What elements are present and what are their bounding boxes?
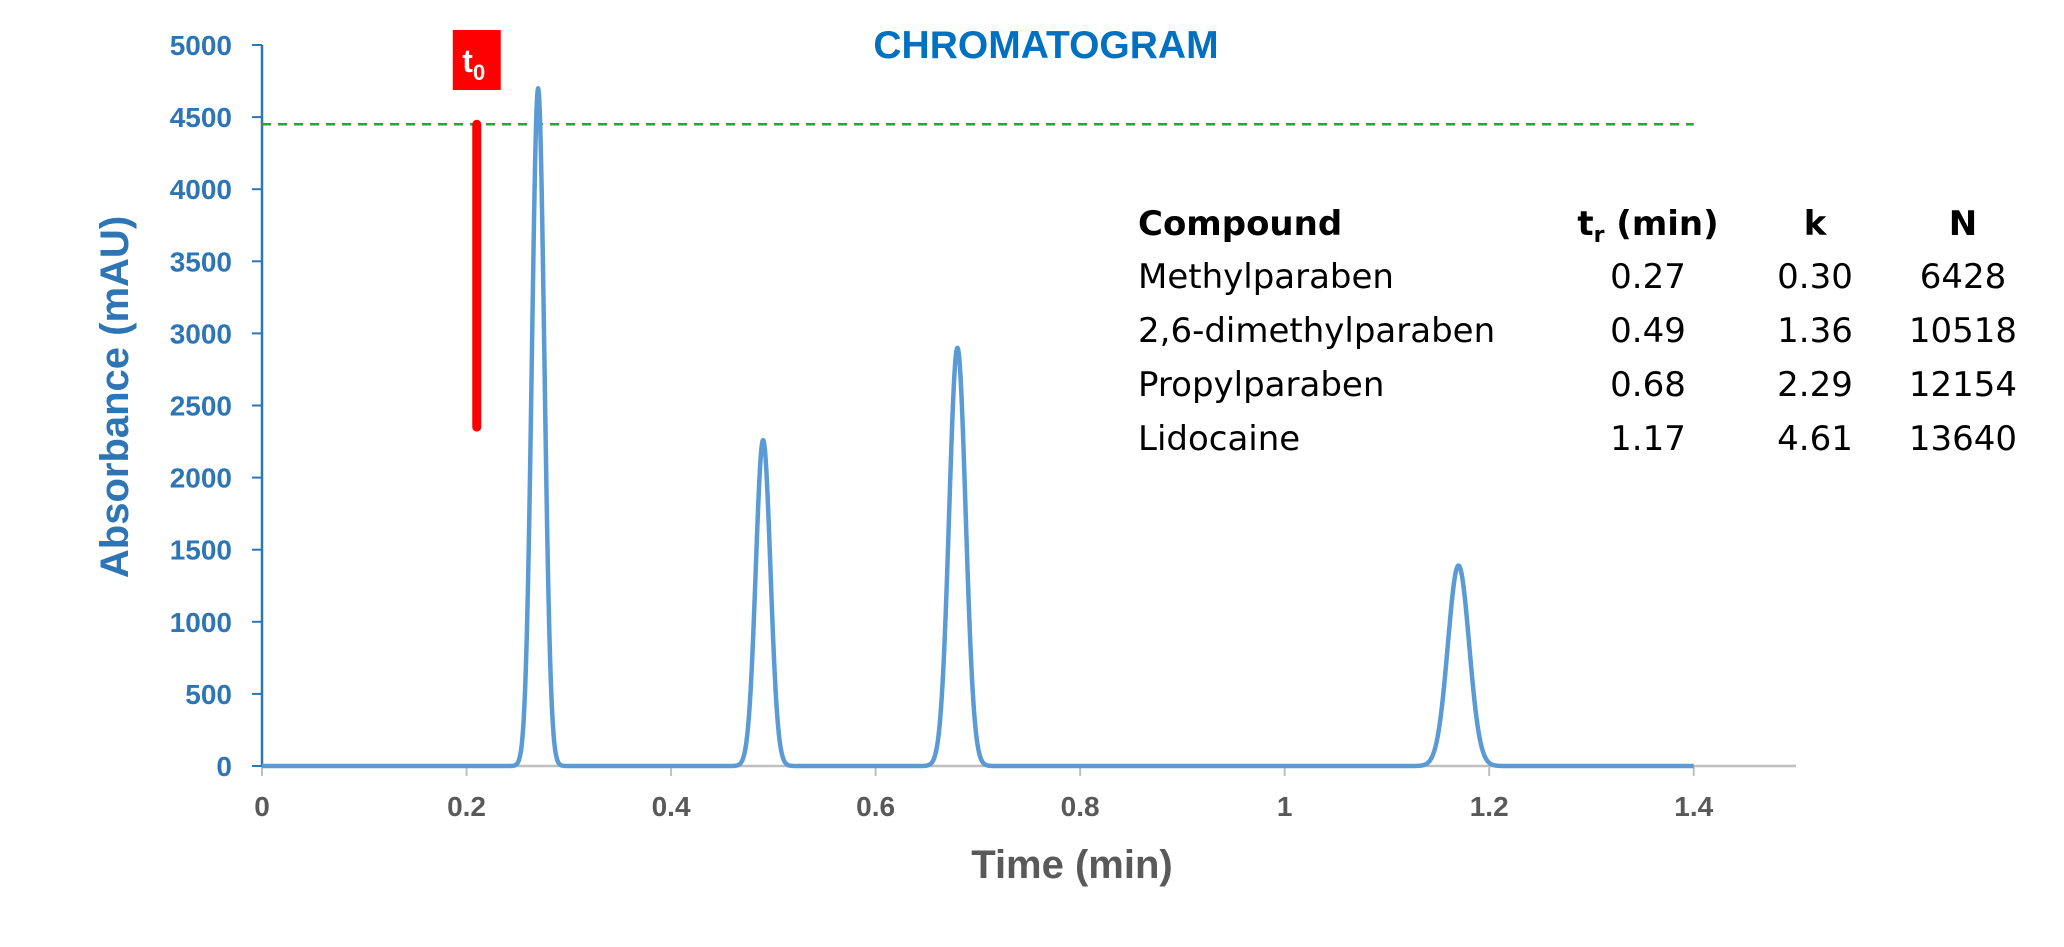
table-cell: 0.27 — [1610, 257, 1686, 297]
x-tick-label: 0.8 — [1061, 791, 1100, 822]
chart-title: CHROMATOGRAM — [873, 24, 1218, 67]
table-cell: 4.61 — [1777, 419, 1853, 459]
x-tick-label: 1 — [1277, 791, 1293, 822]
y-tick-label: 3500 — [170, 246, 232, 277]
table-cell: Propylparaben — [1138, 365, 1384, 405]
table-cell: Methylparaben — [1138, 257, 1394, 297]
axes-group: 0 0.2 0.4 0.6 0.8 1 1.2 1.4 0 500 1000 1500 2000 2500… — [170, 30, 1796, 822]
x-tick-label: 1.2 — [1470, 791, 1509, 822]
x-tick-label: 0 — [254, 791, 270, 822]
table-cell: 10518 — [1909, 311, 2017, 351]
x-tick-label: 1.4 — [1674, 791, 1713, 822]
y-tick-label: 2000 — [170, 463, 232, 494]
y-tick-label: 5000 — [170, 30, 232, 61]
y-tick-label: 1500 — [170, 535, 232, 566]
t0-marker-group: t0 — [453, 30, 501, 427]
x-tick-label: 0.4 — [652, 791, 691, 822]
y-tick-label: 0 — [216, 751, 232, 782]
table-header-cell: Compound — [1138, 204, 1342, 244]
y-tick-label: 2500 — [170, 391, 232, 422]
y-tick-label: 4000 — [170, 174, 232, 205]
table-cell: 13640 — [1909, 419, 2017, 459]
y-tick-label: 4500 — [170, 102, 232, 133]
table-cell: 12154 — [1909, 365, 2017, 405]
table-cell: 1.36 — [1777, 311, 1853, 351]
results-table: Compound tr (min) k N Methylparaben 0.27 0.30 6… — [1138, 204, 2017, 459]
y-tick-label: 500 — [185, 679, 232, 710]
table-header-cell: k — [1804, 204, 1828, 244]
table-cell: 0.49 — [1610, 311, 1686, 351]
x-tick-label: 0.6 — [856, 791, 895, 822]
x-tick-label: 0.2 — [447, 791, 486, 822]
table-cell: 2,6-dimethylparaben — [1138, 311, 1495, 351]
table-cell: 2.29 — [1777, 365, 1853, 405]
table-cell: 0.30 — [1777, 257, 1853, 297]
table-cell: 6428 — [1920, 257, 2007, 297]
table-cell: Lidocaine — [1138, 419, 1300, 459]
x-axis-label: Time (min) — [971, 843, 1173, 887]
y-axis-label: Absorbance (mAU) — [93, 216, 137, 578]
table-cell: 0.68 — [1610, 365, 1686, 405]
table-cell: 1.17 — [1610, 419, 1686, 459]
table-header-cell: tr (min) — [1577, 204, 1718, 248]
y-tick-label: 3000 — [170, 318, 232, 349]
y-tick-label: 1000 — [170, 607, 232, 638]
table-header-cell: N — [1949, 204, 1977, 244]
